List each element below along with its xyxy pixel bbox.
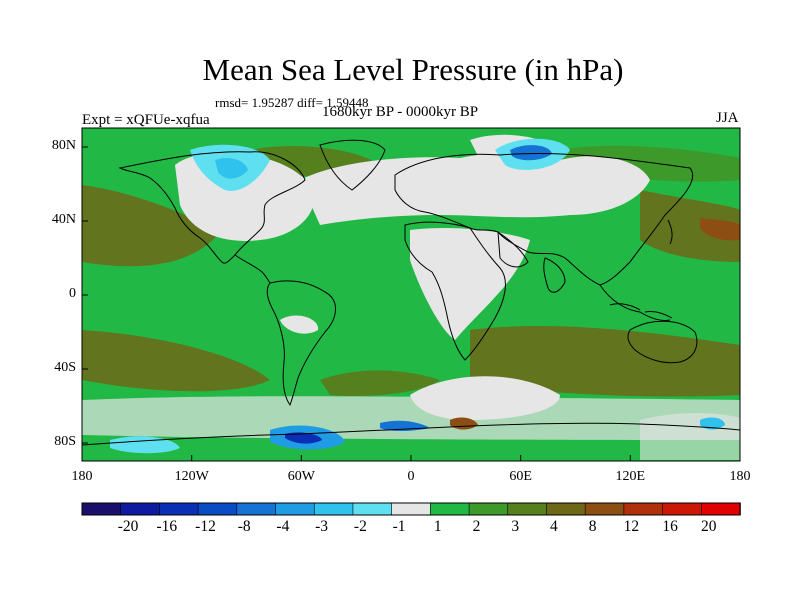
lat-label-80n: 80N bbox=[51, 138, 76, 153]
colorbar-label: 12 bbox=[623, 518, 640, 535]
coast-indonesia bbox=[609, 303, 673, 319]
colorbar-swatch bbox=[662, 502, 703, 516]
colorbar-label: -12 bbox=[195, 518, 216, 535]
coast-greenland bbox=[319, 139, 386, 191]
colorbar-swatch bbox=[546, 502, 586, 516]
colorbar-swatch bbox=[700, 502, 741, 516]
colorbar-label: -20 bbox=[117, 518, 139, 535]
coast-antarctica bbox=[82, 422, 740, 446]
colorbar-swatch bbox=[623, 502, 664, 516]
coast-arabia bbox=[497, 231, 529, 268]
period-label: 1680kyr BP - 0000kyr BP bbox=[322, 104, 479, 120]
coastlines bbox=[82, 139, 740, 446]
axis-ticks bbox=[81, 146, 741, 461]
field-neg-canada-core bbox=[215, 158, 248, 179]
field-4-band-south-atlantic bbox=[320, 370, 440, 397]
lat-label-80s: 80S bbox=[54, 434, 76, 449]
colorbar-swatch bbox=[197, 502, 238, 516]
colorbar-label: -3 bbox=[315, 518, 329, 535]
coast-southeast-asia bbox=[599, 284, 671, 321]
lat-label-40n: 40N bbox=[51, 212, 76, 227]
colorbar-swatch bbox=[159, 502, 199, 516]
coast-japan bbox=[667, 219, 673, 245]
field-4-band-south-pacific bbox=[82, 330, 270, 392]
colorbar-swatch bbox=[584, 502, 625, 516]
lon-label-60w: 60W bbox=[287, 469, 315, 484]
colorbar-label: -16 bbox=[156, 518, 178, 535]
coast-india bbox=[543, 257, 566, 293]
season-label: JJA bbox=[716, 110, 739, 126]
lon-label-0: 0 bbox=[407, 469, 415, 484]
colorbar-label: 2 bbox=[472, 518, 481, 535]
colorbar-frame bbox=[81, 502, 741, 516]
field-neg-siberia-core bbox=[510, 145, 552, 161]
field-neg-antarctica-west bbox=[110, 436, 180, 454]
field-4-band-indian-ocean bbox=[470, 325, 740, 397]
plot-title: Mean Sea Level Pressure (in hPa) bbox=[202, 52, 624, 87]
colorbar-label: 1 bbox=[433, 518, 442, 535]
colorbar-swatch bbox=[236, 502, 277, 516]
field-neg-antarctica-core2 bbox=[285, 432, 322, 444]
lon-label-180w: 180 bbox=[71, 469, 93, 484]
coast-africa bbox=[404, 221, 506, 361]
lon-label-180e: 180 bbox=[729, 469, 751, 484]
coast-central-america bbox=[234, 254, 271, 284]
colorbar-label: 8 bbox=[588, 518, 597, 535]
field-zero-south-america bbox=[280, 315, 319, 334]
field-4-band-west-pacific bbox=[640, 190, 740, 262]
coast-south-america bbox=[266, 280, 336, 407]
colorbar-label: -2 bbox=[353, 518, 367, 535]
colorbar-swatch bbox=[313, 502, 354, 516]
field-neg-antarctica-east bbox=[700, 417, 725, 430]
colorbar-label: -4 bbox=[276, 518, 290, 535]
colorbar-label: 4 bbox=[550, 518, 558, 535]
colorbar-swatch bbox=[507, 502, 548, 516]
colorbar-swatch bbox=[275, 502, 316, 516]
field-8-core-west-pacific bbox=[700, 218, 740, 241]
lon-label-60e: 60E bbox=[509, 469, 532, 484]
colorbar-label: 3 bbox=[511, 518, 520, 535]
lon-label-120w: 120W bbox=[174, 469, 209, 484]
field-zero-antarctic-band bbox=[82, 396, 740, 440]
coast-australia bbox=[627, 320, 698, 364]
colorbar-label: 16 bbox=[662, 518, 678, 535]
colorbar-swatch bbox=[120, 502, 161, 516]
colorbar-swatch bbox=[81, 502, 122, 516]
colorbar-swatch bbox=[352, 502, 393, 516]
stats-text: rmsd= 1.95287 diff= 1.59448 bbox=[215, 95, 369, 110]
lat-label-40s: 40S bbox=[54, 360, 76, 375]
colorbar-swatch bbox=[391, 502, 432, 516]
colorbar-label: -8 bbox=[237, 518, 251, 535]
lon-label-120e: 120E bbox=[615, 469, 646, 484]
colorbar-label: -1 bbox=[392, 518, 406, 535]
experiment-label: Expt = xQFUe-xqfua bbox=[82, 112, 210, 128]
colorbar-swatch bbox=[468, 502, 509, 516]
colorbar-label: 20 bbox=[701, 518, 717, 535]
colorbar-swatch bbox=[430, 502, 470, 516]
field-zero-arctic-atlantic bbox=[300, 152, 650, 225]
field-4-band-north-pacific bbox=[82, 185, 220, 267]
lat-label-0: 0 bbox=[69, 286, 76, 301]
coast-north-america bbox=[118, 151, 306, 264]
